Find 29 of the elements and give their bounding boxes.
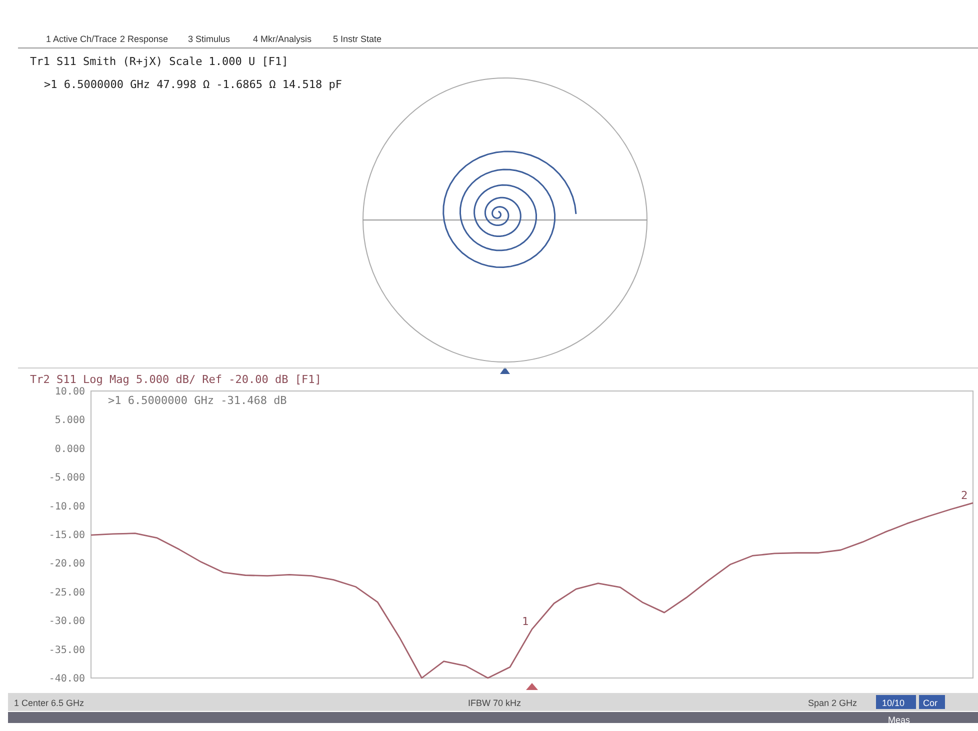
chart-title: Tr2 S11 Log Mag 5.000 dB/ Ref -20.00 dB [F1] <box>30 373 322 386</box>
line-series <box>90 502 974 679</box>
text: 1 Active Ch/Trace <box>46 34 117 44</box>
text: 3 Stimulus <box>188 34 231 44</box>
text: >1 6.5000000 GHz 47.998 Ω -1.6865 Ω 14.518 pF <box>44 78 342 91</box>
y-tick-label: -15.00 <box>48 530 85 541</box>
annotation: 1 <box>522 615 529 628</box>
y-tick-label: -40.00 <box>48 674 85 684</box>
text: IFBW 70 kHz <box>468 698 522 708</box>
text: Cor <box>923 698 938 708</box>
y-tick-label: -5.000 <box>48 472 85 484</box>
text: Tr1 S11 Smith (R+jX) Scale 1.000 U [F1] <box>30 55 288 68</box>
y-tick-label: -25.00 <box>48 587 85 598</box>
y-tick-label: 10.00 <box>54 386 85 398</box>
y-tick-label: -20.00 <box>48 558 85 570</box>
y-tick-label: -30.00 <box>48 616 85 628</box>
text: Span 2 GHz <box>808 698 858 708</box>
annotation: >1 6.5000000 GHz -31.468 dB <box>108 394 288 407</box>
text: 2 Response <box>120 34 168 44</box>
y-tick-label: -10.00 <box>48 501 85 512</box>
annotation: 2 <box>961 488 968 502</box>
y-tick-label: 5.000 <box>54 415 85 426</box>
text: Meas <box>888 715 911 725</box>
text: 10/10 <box>882 698 905 708</box>
y-tick-label: 0.000 <box>54 444 85 455</box>
text: 1 Center 6.5 GHz <box>14 698 85 708</box>
y-tick-label: -35.00 <box>48 644 85 656</box>
text: 4 Mkr/Analysis <box>253 34 312 44</box>
text: 5 Instr State <box>333 34 382 44</box>
